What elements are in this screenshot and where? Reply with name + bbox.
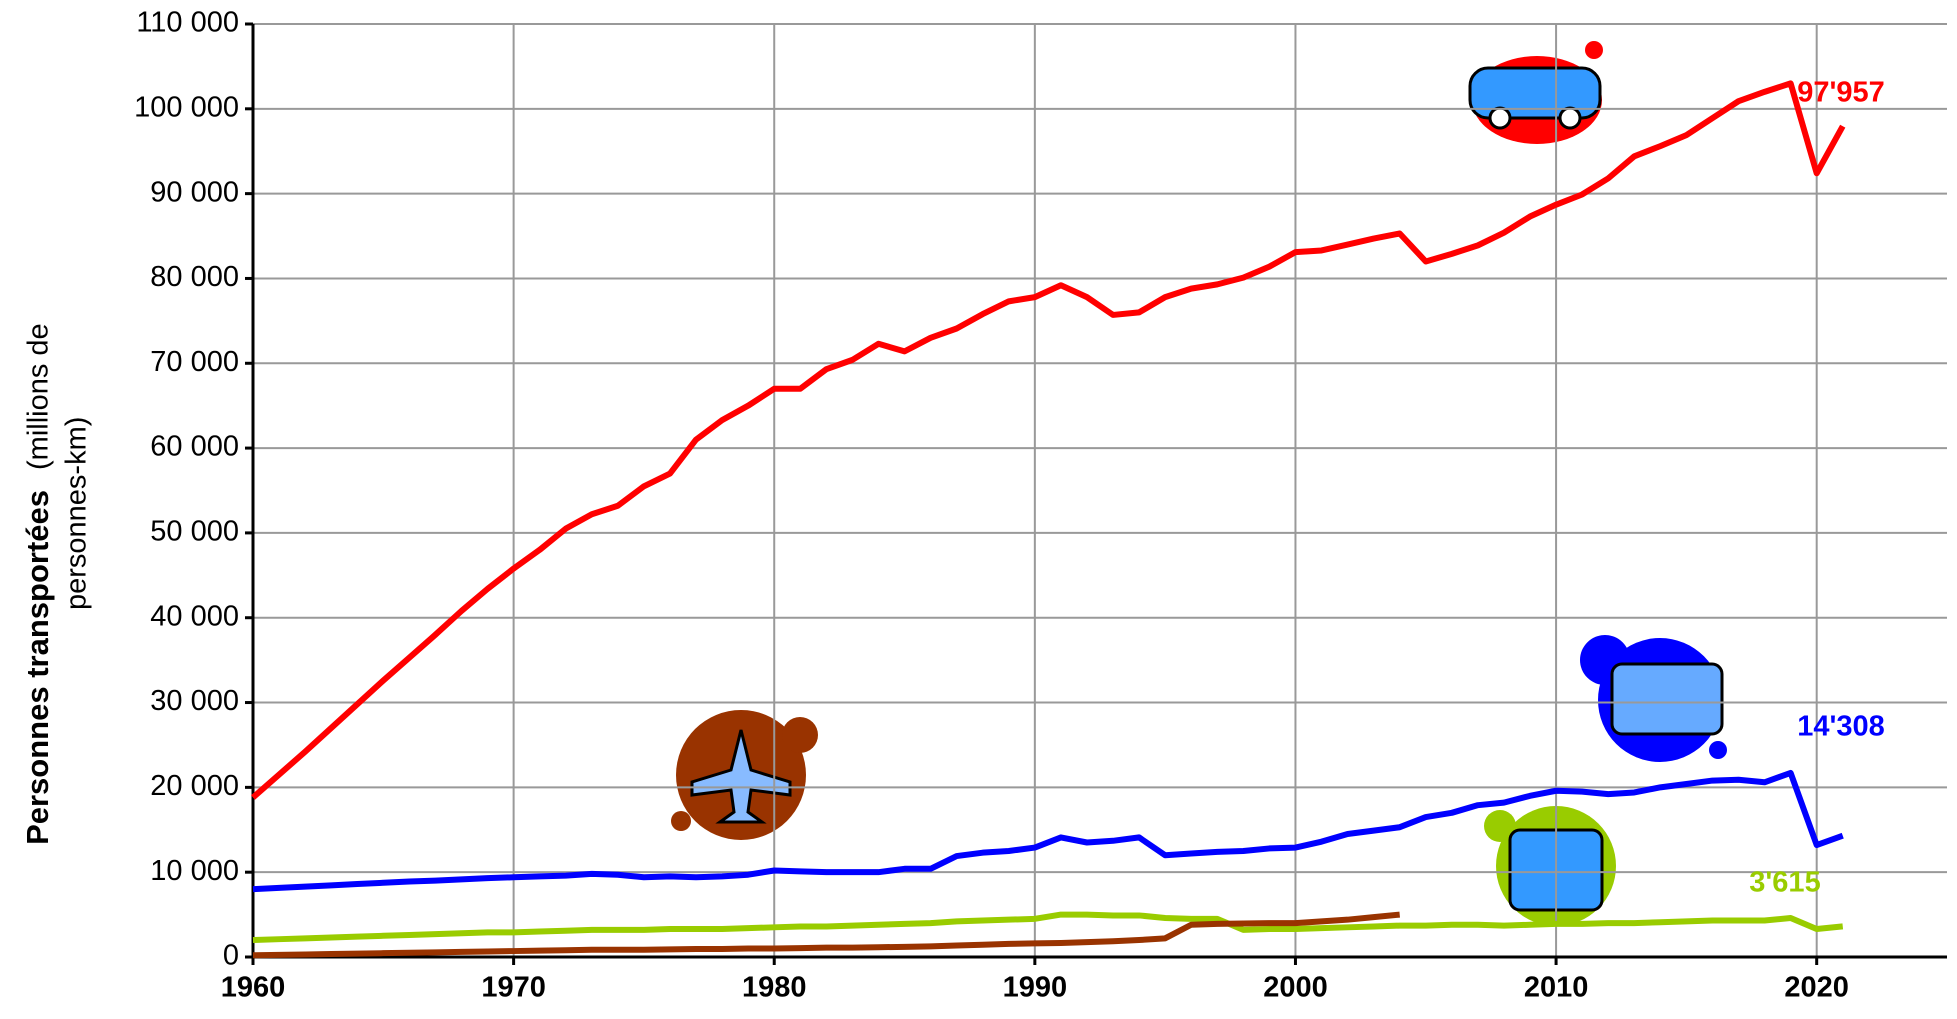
y-axis-label: Personnes transportées [20, 490, 55, 845]
y-axis-unit: personnes-km) [61, 417, 93, 610]
y-tick-label: 10 000 [150, 855, 239, 887]
end-label: 14'308 [1797, 711, 1885, 743]
x-tick-label: 2000 [1263, 972, 1328, 1004]
y-tick-label: 100 000 [134, 91, 239, 123]
x-tick-label: 1970 [481, 972, 546, 1004]
end-label: 3'615 [1749, 867, 1820, 899]
series-line [252, 769, 1844, 893]
y-axis-title: Personnes transportées (millions de pers… [20, 323, 92, 845]
series-line [252, 911, 1844, 944]
series-line [251, 80, 1846, 800]
y-axis-unit: (millions de [23, 323, 55, 470]
icons [671, 41, 1727, 926]
y-tick-label: 50 000 [150, 516, 239, 548]
x-tick-label: 2020 [1784, 972, 1849, 1004]
y-tick-label: 110 000 [136, 7, 239, 39]
y-tick-label: 40 000 [150, 600, 239, 632]
end-label: 97'957 [1797, 77, 1885, 109]
y-tick-label: 90 000 [150, 176, 239, 208]
series-line [252, 911, 1401, 959]
y-tick-label: 20 000 [150, 770, 239, 802]
y-tick-label: 0 [223, 940, 239, 972]
x-tick-label: 1990 [1003, 972, 1068, 1004]
y-tick-label: 30 000 [150, 685, 239, 717]
x-tick-label: 1980 [742, 972, 807, 1004]
x-tick-label: 2010 [1524, 972, 1589, 1004]
y-tick-label: 60 000 [150, 431, 239, 463]
x-tick-label: 1960 [221, 972, 286, 1004]
y-tick-label: 80 000 [150, 261, 239, 293]
y-tick-label: 70 000 [150, 346, 239, 378]
